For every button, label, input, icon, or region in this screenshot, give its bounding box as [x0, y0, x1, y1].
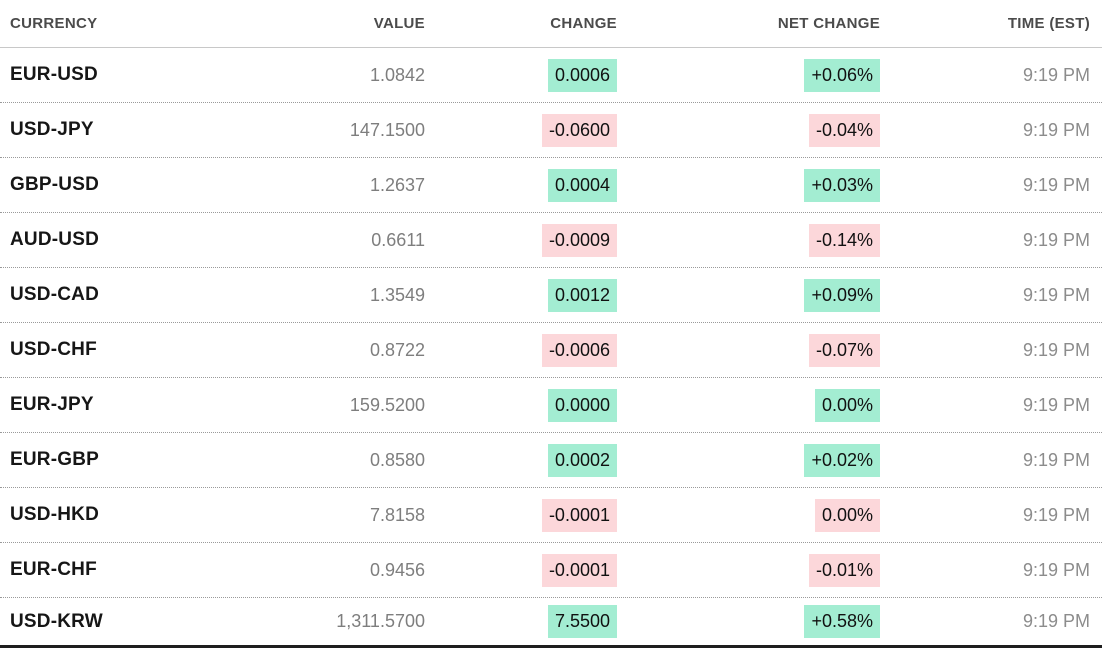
change-cell: 0.0006: [425, 58, 617, 92]
table-row: EUR-GBP 0.8580 0.0002 +0.02% 9:19 PM: [0, 433, 1102, 488]
currency-pair-link[interactable]: USD-HKD: [10, 504, 100, 525]
table-row: EUR-JPY 159.5200 0.0000 0.00% 9:19 PM: [0, 378, 1102, 433]
currency-pair-link[interactable]: USD-CHF: [10, 339, 97, 360]
column-header-value: VALUE: [373, 15, 425, 32]
table-row: USD-HKD 7.8158 -0.0001 0.00% 9:19 PM: [0, 488, 1102, 543]
table-bottom-rule: [0, 645, 1102, 648]
change-cell: -0.0009: [425, 223, 617, 257]
change-badge: 0.0012: [547, 278, 617, 312]
column-header-currency: CURRENCY: [10, 15, 98, 32]
change-badge: 0.0000: [547, 388, 617, 422]
net-change-cell: -0.01%: [617, 553, 880, 587]
value-cell: 159.5200: [349, 394, 425, 415]
change-cell: 0.0002: [425, 443, 617, 477]
net-change-badge: +0.09%: [804, 278, 880, 312]
table-row: EUR-CHF 0.9456 -0.0001 -0.01% 9:19 PM: [0, 543, 1102, 598]
net-change-badge: +0.03%: [804, 168, 880, 202]
value-cell: 1.2637: [369, 174, 425, 195]
table-row: USD-KRW 1,311.5700 7.5500 +0.58% 9:19 PM: [0, 598, 1102, 645]
value-cell: 1,311.5700: [336, 611, 425, 631]
table-row: GBP-USD 1.2637 0.0004 +0.03% 9:19 PM: [0, 158, 1102, 213]
currency-pair-link[interactable]: EUR-CHF: [10, 559, 97, 580]
currency-pair-link[interactable]: GBP-USD: [10, 174, 100, 195]
change-cell: 7.5500: [425, 605, 617, 638]
net-change-cell: 0.00%: [617, 388, 880, 422]
net-change-badge: -0.04%: [808, 113, 880, 147]
time-cell: 9:19 PM: [1022, 339, 1090, 360]
time-cell: 9:19 PM: [1022, 394, 1090, 415]
net-change-badge: +0.02%: [804, 443, 880, 477]
value-cell: 7.8158: [369, 504, 425, 525]
time-cell: 9:19 PM: [1022, 449, 1090, 470]
net-change-cell: +0.02%: [617, 443, 880, 477]
table-row: EUR-USD 1.0842 0.0006 +0.06% 9:19 PM: [0, 48, 1102, 103]
time-cell: 9:19 PM: [1022, 119, 1090, 140]
net-change-badge: -0.14%: [808, 223, 880, 257]
net-change-cell: +0.09%: [617, 278, 880, 312]
currency-pair-link[interactable]: USD-KRW: [10, 610, 103, 632]
column-header-change: CHANGE: [550, 15, 617, 32]
net-change-badge: +0.58%: [804, 605, 880, 638]
value-cell: 0.6611: [371, 229, 425, 250]
change-badge: 0.0006: [547, 58, 617, 92]
table-row: USD-CAD 1.3549 0.0012 +0.09% 9:19 PM: [0, 268, 1102, 323]
time-cell: 9:19 PM: [1022, 229, 1090, 250]
currency-pair-link[interactable]: EUR-USD: [10, 64, 98, 85]
change-cell: -0.0600: [425, 113, 617, 147]
net-change-badge: +0.06%: [804, 58, 880, 92]
currency-pair-link[interactable]: USD-CAD: [10, 284, 100, 305]
change-cell: -0.0001: [425, 553, 617, 587]
net-change-cell: +0.58%: [617, 605, 880, 638]
change-badge: 7.5500: [547, 605, 617, 638]
table-row: AUD-USD 0.6611 -0.0009 -0.14% 9:19 PM: [0, 213, 1102, 268]
net-change-cell: +0.03%: [617, 168, 880, 202]
value-cell: 0.8580: [369, 449, 425, 470]
currency-pair-link[interactable]: EUR-GBP: [10, 449, 100, 470]
change-cell: -0.0001: [425, 498, 617, 532]
time-cell: 9:19 PM: [1022, 284, 1090, 305]
change-badge: -0.0006: [541, 333, 617, 367]
time-cell: 9:19 PM: [1022, 174, 1090, 195]
currency-pair-link[interactable]: EUR-JPY: [10, 394, 94, 415]
value-cell: 147.1500: [349, 119, 425, 140]
time-cell: 9:19 PM: [1022, 504, 1090, 525]
net-change-cell: -0.14%: [617, 223, 880, 257]
table-body: EUR-USD 1.0842 0.0006 +0.06% 9:19 PM USD…: [0, 48, 1102, 645]
value-cell: 1.3549: [369, 284, 425, 305]
change-cell: 0.0012: [425, 278, 617, 312]
time-cell: 9:19 PM: [1022, 559, 1090, 580]
change-badge: -0.0001: [541, 553, 617, 587]
change-badge: 0.0002: [547, 443, 617, 477]
time-cell: 9:19 PM: [1022, 611, 1090, 631]
net-change-badge: -0.01%: [808, 553, 880, 587]
change-badge: 0.0004: [547, 168, 617, 202]
currency-pair-link[interactable]: AUD-USD: [10, 229, 100, 250]
table-row: USD-CHF 0.8722 -0.0006 -0.07% 9:19 PM: [0, 323, 1102, 378]
net-change-cell: +0.06%: [617, 58, 880, 92]
value-cell: 1.0842: [369, 64, 425, 85]
column-header-time: TIME (EST): [1007, 15, 1090, 32]
net-change-cell: 0.00%: [617, 498, 880, 532]
table-header-row: CURRENCY VALUE CHANGE NET CHANGE TIME (E…: [0, 0, 1102, 48]
net-change-badge: -0.07%: [808, 333, 880, 367]
change-badge: -0.0009: [541, 223, 617, 257]
change-badge: -0.0600: [541, 113, 617, 147]
change-badge: -0.0001: [541, 498, 617, 532]
value-cell: 0.8722: [369, 339, 425, 360]
change-cell: -0.0006: [425, 333, 617, 367]
value-cell: 0.9456: [369, 559, 425, 580]
net-change-cell: -0.07%: [617, 333, 880, 367]
net-change-cell: -0.04%: [617, 113, 880, 147]
column-header-net-change: NET CHANGE: [777, 15, 880, 32]
net-change-badge: 0.00%: [814, 498, 880, 532]
change-cell: 0.0004: [425, 168, 617, 202]
change-cell: 0.0000: [425, 388, 617, 422]
net-change-badge: 0.00%: [814, 388, 880, 422]
time-cell: 9:19 PM: [1022, 64, 1090, 85]
table-row: USD-JPY 147.1500 -0.0600 -0.04% 9:19 PM: [0, 103, 1102, 158]
currency-pair-link[interactable]: USD-JPY: [10, 119, 94, 140]
